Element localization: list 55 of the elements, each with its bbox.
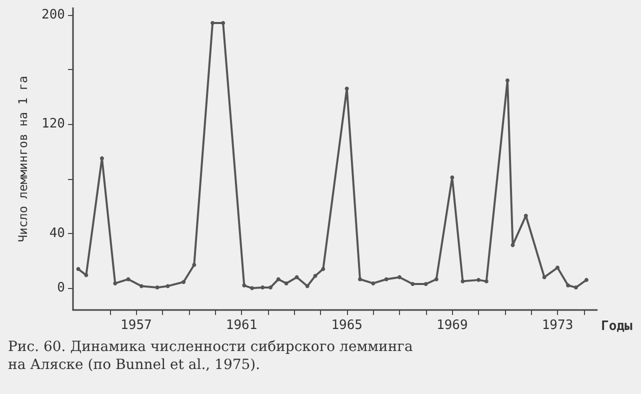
point	[358, 277, 362, 282]
point	[84, 273, 88, 278]
point	[524, 214, 528, 218]
point	[434, 277, 438, 282]
point	[321, 267, 326, 272]
point	[294, 275, 299, 280]
point	[542, 275, 546, 280]
y-tick-label: 200	[42, 7, 65, 22]
point	[155, 285, 160, 290]
point	[584, 278, 588, 282]
x-axis-title: Годы	[601, 319, 632, 334]
point	[398, 275, 402, 280]
point	[250, 286, 254, 290]
point	[460, 279, 465, 284]
point	[566, 283, 570, 288]
x-tick-label: 1957	[120, 318, 152, 333]
point	[305, 284, 310, 288]
y-axis-title: Число леммингов на 1 га	[16, 76, 30, 242]
line-series	[76, 21, 588, 290]
point	[476, 278, 481, 282]
x-tick-label: 1969	[436, 318, 468, 333]
x-tick-label: 1973	[542, 318, 574, 333]
x-tick-label: 1965	[331, 318, 363, 333]
point	[505, 78, 510, 82]
point	[192, 262, 196, 267]
point	[221, 21, 226, 26]
point	[574, 285, 578, 290]
point	[113, 281, 118, 286]
text: Рис. 60. Динамика численности сибирского лемминга на Аляске (по Bunnel et al., 1975).	[8, 339, 418, 373]
point	[450, 175, 454, 180]
y-tick-label: 0	[57, 280, 65, 296]
point	[484, 279, 488, 284]
point	[276, 277, 280, 282]
y-tick-label: 120	[42, 116, 65, 132]
point	[76, 267, 80, 272]
point	[268, 285, 272, 290]
point	[182, 280, 186, 284]
point	[371, 281, 376, 286]
point	[210, 21, 215, 26]
x-tick-label: 1961	[226, 318, 258, 333]
point	[410, 282, 415, 286]
point	[384, 277, 388, 282]
point	[510, 243, 515, 248]
point	[139, 284, 144, 288]
point	[126, 277, 130, 282]
point	[344, 86, 349, 91]
point	[100, 156, 104, 160]
point	[260, 285, 265, 290]
y-tick-label: 40	[49, 226, 65, 241]
point	[284, 281, 288, 286]
point	[424, 282, 428, 286]
point	[242, 283, 246, 288]
point	[313, 274, 318, 278]
point	[166, 284, 170, 288]
point	[556, 266, 560, 270]
